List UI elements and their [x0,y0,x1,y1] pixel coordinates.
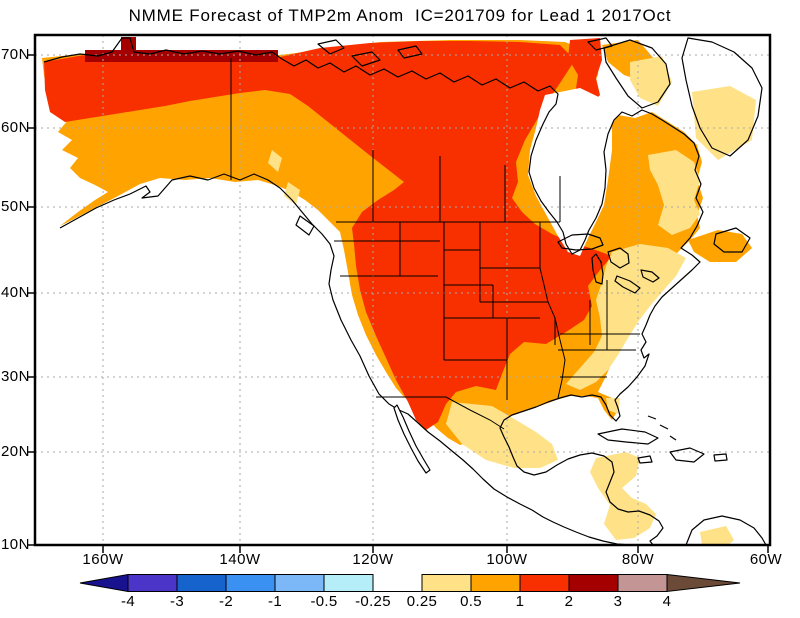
cb-label-neg2: -2 [219,593,233,610]
region-yellow-yucatan [590,452,656,540]
colorbar-seg-neg2 [225,574,276,592]
lat-label-20n: 20N [0,443,30,460]
region-yellow-quebec-east [648,150,700,235]
graticule [35,35,770,545]
lon-label-120w: 120W [352,551,394,568]
cb-label-1: 1 [515,593,525,610]
south-america-coast [685,515,767,546]
lon-label-80w: 80W [621,551,655,568]
cb-label-neg4: -4 [121,593,135,610]
vancouver-island [295,215,315,236]
lon-label-160w: 160W [82,551,124,568]
greenland [681,37,763,157]
lat-label-50n: 50N [0,198,30,215]
cb-label-neg05: -0.5 [310,593,338,610]
map-frame [27,33,772,553]
border-us-mexico [376,396,505,430]
cb-label-neg3: -3 [170,593,184,610]
colorbar-seg-neg4 [127,574,178,592]
jamaica [637,455,653,464]
victoria-island [351,51,381,67]
puerto-rico [713,453,728,462]
coast-great-lakes [557,233,660,294]
colorbar-seg-neg05 [323,574,374,592]
region-yellow-south-america [700,526,734,545]
colorbar-seg-2 [568,574,619,592]
region-darkred-alaska-bump [121,37,136,51]
cb-label-neg1: -1 [268,593,282,610]
lat-label-30n: 30N [0,368,30,385]
region-yellow-bc-coast [284,182,300,205]
region-orange-maritimes [688,230,752,262]
lat-label-10n: 10N [0,536,30,553]
coast-arctic-atlantic [43,37,704,546]
cb-label-4: 4 [662,593,672,610]
region-red-main [44,41,612,430]
lon-label-100w: 100W [486,551,528,568]
region-yellow-central-mexico [446,402,558,468]
colorbar-seg-1 [519,574,570,592]
lon-label-140w: 140W [219,551,261,568]
region-white-hudson [528,88,612,256]
cb-label-025: 0.25 [406,593,438,610]
region-darkred-alaska-coast [85,50,278,62]
cb-label-3: 3 [613,593,623,610]
lat-label-60n: 60N [0,119,30,136]
region-yellow-florida [606,398,620,414]
region-yellow-greenland [692,86,756,160]
cb-label-2: 2 [564,593,574,610]
colorbar-seg-05 [470,574,521,592]
newfoundland [713,227,751,253]
coast-islands [295,37,767,546]
borders-us-states [334,222,640,400]
colorbar-seg-025 [421,574,472,592]
colorbar-seg-neg3 [176,574,227,592]
banks-island [317,39,345,55]
colorbar-left-arrow [79,573,129,593]
region-yellow-ak-panhandle [268,150,282,172]
political-borders [230,58,640,430]
colorbar-seg-3 [617,574,668,592]
lat-label-40n: 40N [0,284,30,301]
bahamas [647,415,677,441]
arctic-island [397,45,423,59]
hispaniola [669,447,705,463]
baffin-island [603,39,671,109]
coastlines [43,37,767,546]
coast-baja [393,404,431,474]
plot-title: NMME Forecast of TMP2m Anom IC=201709 fo… [128,6,672,25]
cb-label-neg025: -0.25 [355,593,391,610]
colorbar-right-arrow [666,573,741,593]
axis-ticks [27,54,769,553]
cuba [597,428,659,445]
region-yellow-baffin-east [630,56,672,106]
lat-label-70n: 70N [0,46,30,63]
colorbar-seg-neg1 [274,574,325,592]
lon-label-60w: 60W [749,551,783,568]
borders-provinces [372,150,561,222]
cb-label-05: 0.5 [460,593,482,610]
colorbar [79,573,741,593]
coast-pacific [59,173,631,546]
